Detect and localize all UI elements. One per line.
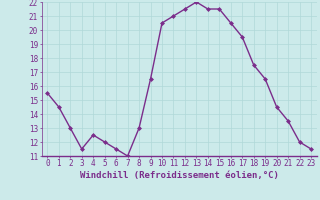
X-axis label: Windchill (Refroidissement éolien,°C): Windchill (Refroidissement éolien,°C) [80,171,279,180]
